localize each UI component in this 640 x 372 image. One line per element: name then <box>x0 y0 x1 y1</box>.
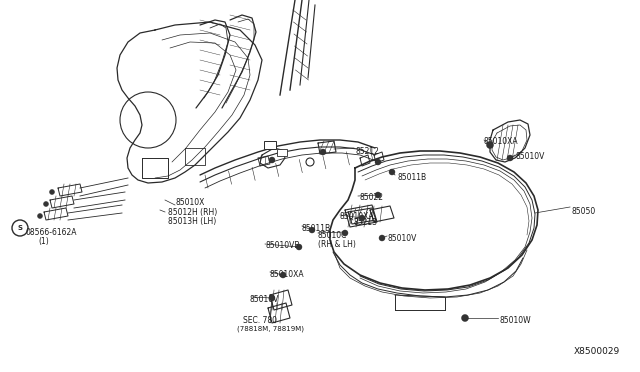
Text: 85010X: 85010X <box>175 198 204 207</box>
Text: S: S <box>17 225 22 231</box>
Circle shape <box>44 202 49 206</box>
Circle shape <box>375 192 381 198</box>
Circle shape <box>486 141 493 148</box>
Circle shape <box>280 272 286 278</box>
Text: SEC. 780: SEC. 780 <box>243 316 277 325</box>
Circle shape <box>379 235 385 241</box>
Circle shape <box>38 214 42 218</box>
Text: 85012H (RH): 85012H (RH) <box>168 208 217 217</box>
Text: 85010XA: 85010XA <box>340 212 374 221</box>
Circle shape <box>269 295 275 301</box>
Text: (RH & LH): (RH & LH) <box>318 240 356 249</box>
Text: 85010XA: 85010XA <box>484 137 518 146</box>
Text: 85022: 85022 <box>360 193 384 202</box>
Text: 08566-6162A: 08566-6162A <box>25 228 77 237</box>
Text: 85010V: 85010V <box>388 234 417 243</box>
Text: 85010XA: 85010XA <box>270 270 305 279</box>
Text: (78818M, 78819M): (78818M, 78819M) <box>237 325 304 331</box>
Circle shape <box>389 169 395 175</box>
Circle shape <box>49 189 54 195</box>
Text: 85013H (LH): 85013H (LH) <box>168 217 216 226</box>
Text: 85011B: 85011B <box>397 173 426 182</box>
Text: 85050: 85050 <box>572 207 596 216</box>
Circle shape <box>507 155 513 161</box>
Text: (1): (1) <box>38 237 49 246</box>
Circle shape <box>320 149 326 155</box>
Circle shape <box>296 244 302 250</box>
Text: X8500029: X8500029 <box>574 347 620 356</box>
Circle shape <box>309 227 315 233</box>
Circle shape <box>359 215 365 221</box>
Circle shape <box>461 314 468 321</box>
Circle shape <box>375 159 381 165</box>
Text: 85010W: 85010W <box>499 316 531 325</box>
Text: 85212: 85212 <box>356 147 380 156</box>
Bar <box>277 148 287 155</box>
Text: 85010VB: 85010VB <box>265 241 300 250</box>
Text: 85010C: 85010C <box>318 231 348 240</box>
Circle shape <box>342 230 348 236</box>
Text: 85010V: 85010V <box>515 152 545 161</box>
Text: 85011B: 85011B <box>302 224 331 233</box>
Text: 85010V: 85010V <box>250 295 280 304</box>
Bar <box>264 141 276 149</box>
Text: 85213: 85213 <box>353 218 377 227</box>
Circle shape <box>269 157 275 163</box>
